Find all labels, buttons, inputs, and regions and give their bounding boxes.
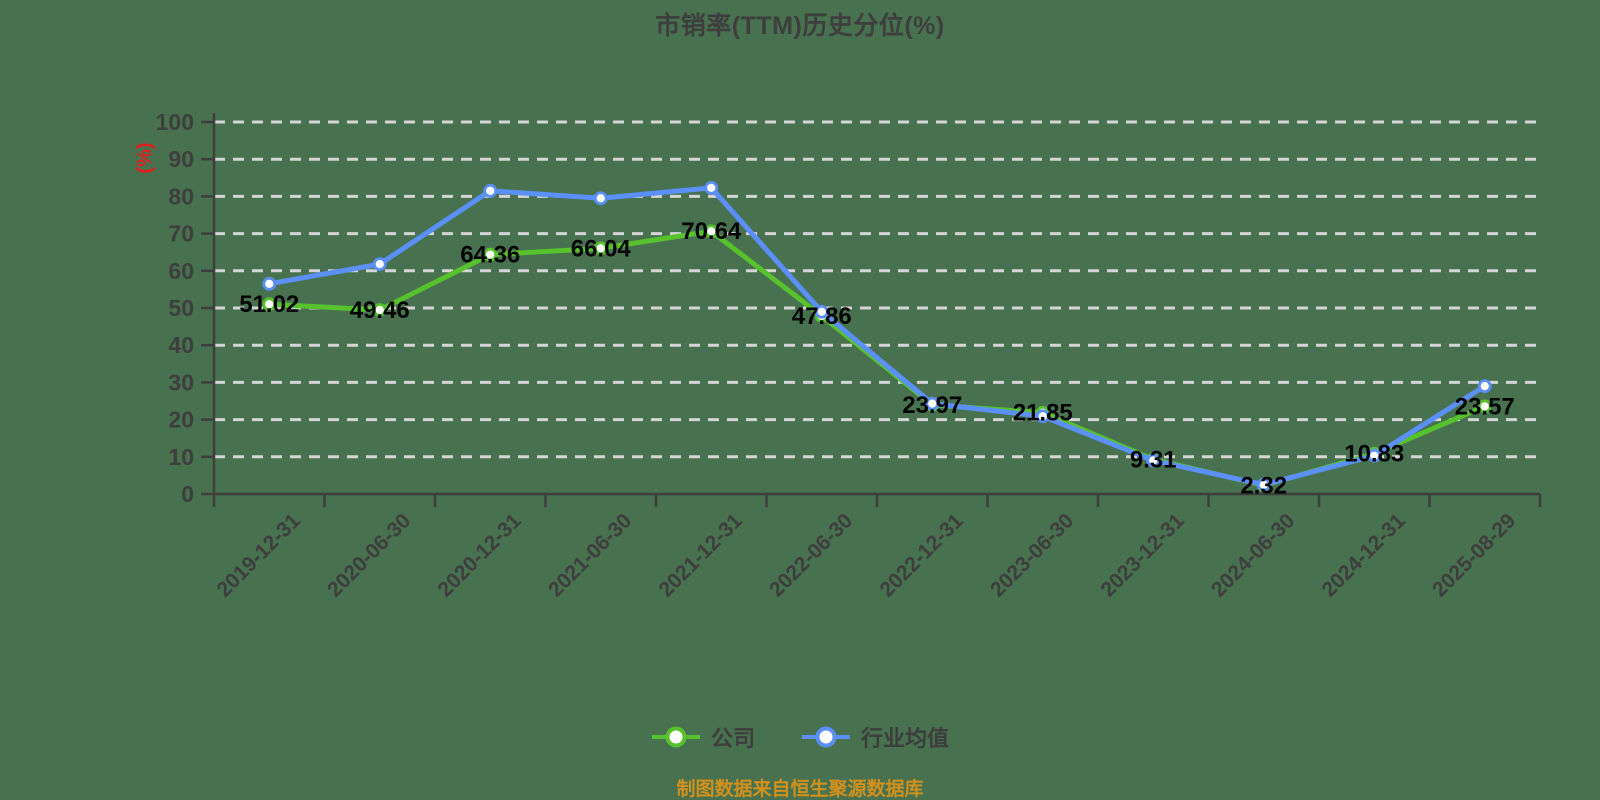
x-axis-tick-label: 2019-12-31 <box>213 509 305 601</box>
company-point <box>1477 399 1492 414</box>
data-label: 51.02 <box>239 291 299 318</box>
chart-title: 市销率(TTM)历史分位(%) <box>655 12 945 40</box>
y-axis-tick-label: 70 <box>168 221 194 247</box>
y-axis-tick-label: 40 <box>168 332 194 358</box>
industry-average-point <box>925 396 940 411</box>
legend: 公司 行业均值 <box>0 721 1600 753</box>
y-axis-tick-label: 30 <box>168 369 194 395</box>
industry-average-point <box>814 304 829 319</box>
data-label: 21.85 <box>1013 400 1073 427</box>
industry-average-point <box>1035 409 1050 424</box>
axis-line <box>212 113 1540 496</box>
industry-average-point <box>262 276 277 291</box>
x-axis-tick-label: 2021-12-31 <box>655 509 747 601</box>
x-axis-tick-label: 2020-12-31 <box>434 509 526 601</box>
x-axis-tick-label: 2022-06-30 <box>765 509 857 601</box>
legend-item-company[interactable]: 公司 <box>651 721 755 753</box>
legend-label-company: 公司 <box>710 726 755 751</box>
x-axis-tick-label: 2020-06-30 <box>323 509 415 601</box>
y-axis-tick-label: 20 <box>168 407 194 433</box>
industry-average-point <box>1146 453 1161 468</box>
data-source-note: 制图数据来自恒生聚源数据库 <box>676 779 924 800</box>
data-label: 70.64 <box>681 218 742 245</box>
industry-average-point <box>1477 379 1492 394</box>
y-axis-unit-label: (%) <box>134 142 156 173</box>
industry-average-line <box>266 185 1488 488</box>
data-label: 23.57 <box>1455 393 1515 420</box>
y-axis-tick-label: 0 <box>181 481 194 507</box>
data-label: 49.46 <box>350 297 410 324</box>
x-axis-tick-label: 2022-12-31 <box>876 509 968 601</box>
data-label: 64.36 <box>460 242 520 269</box>
legend-item-industry-average[interactable]: 行业均值 <box>801 721 949 753</box>
data-label: 47.86 <box>792 303 852 330</box>
x-axis-tick-label: 2021-06-30 <box>544 509 636 601</box>
company-point <box>483 247 498 262</box>
y-axis-tick-label: 90 <box>168 146 194 172</box>
y-axis-tick-label: 10 <box>168 444 194 470</box>
y-axis-tick-label: 80 <box>168 183 194 209</box>
industry-average-point <box>483 183 498 198</box>
data-label: 9.31 <box>1130 446 1177 473</box>
data-label: 10.83 <box>1344 441 1404 468</box>
y-axis-tick-label: 50 <box>168 295 194 321</box>
company-point <box>372 303 387 317</box>
data-label: 2.32 <box>1240 472 1287 499</box>
data-label: 23.97 <box>902 392 962 419</box>
company-point <box>704 224 719 239</box>
x-axis-tick-label: 2023-12-31 <box>1097 509 1189 601</box>
x-axis-tick-label: 2024-06-30 <box>1207 509 1299 601</box>
company-series-marker-icon <box>651 726 700 748</box>
legend-label-industry-average: 行业均值 <box>861 726 950 751</box>
data-label: 66.04 <box>571 235 632 262</box>
x-axis-tick-label: 2023-06-30 <box>986 509 1078 601</box>
industry-average-point <box>593 191 608 206</box>
industry-average-point <box>372 257 387 272</box>
y-axis-tick-label: 60 <box>168 258 194 284</box>
x-axis-tick-label: 2024-12-31 <box>1318 509 1410 601</box>
x-axis-tick-label: 2025-08-29 <box>1428 509 1520 601</box>
industry-average-point <box>1367 448 1382 463</box>
y-axis-tick-label: 100 <box>156 109 194 135</box>
company-point <box>593 241 608 256</box>
industry-average-point <box>704 180 719 195</box>
industry-average-point <box>1256 477 1271 492</box>
line-chart: 0 10 20 30 40 50 60 70 80 90 100 2019-12-31 2020-06-… <box>134 109 1542 601</box>
industry-average-series-marker-icon <box>802 726 850 748</box>
company-point <box>262 297 277 312</box>
